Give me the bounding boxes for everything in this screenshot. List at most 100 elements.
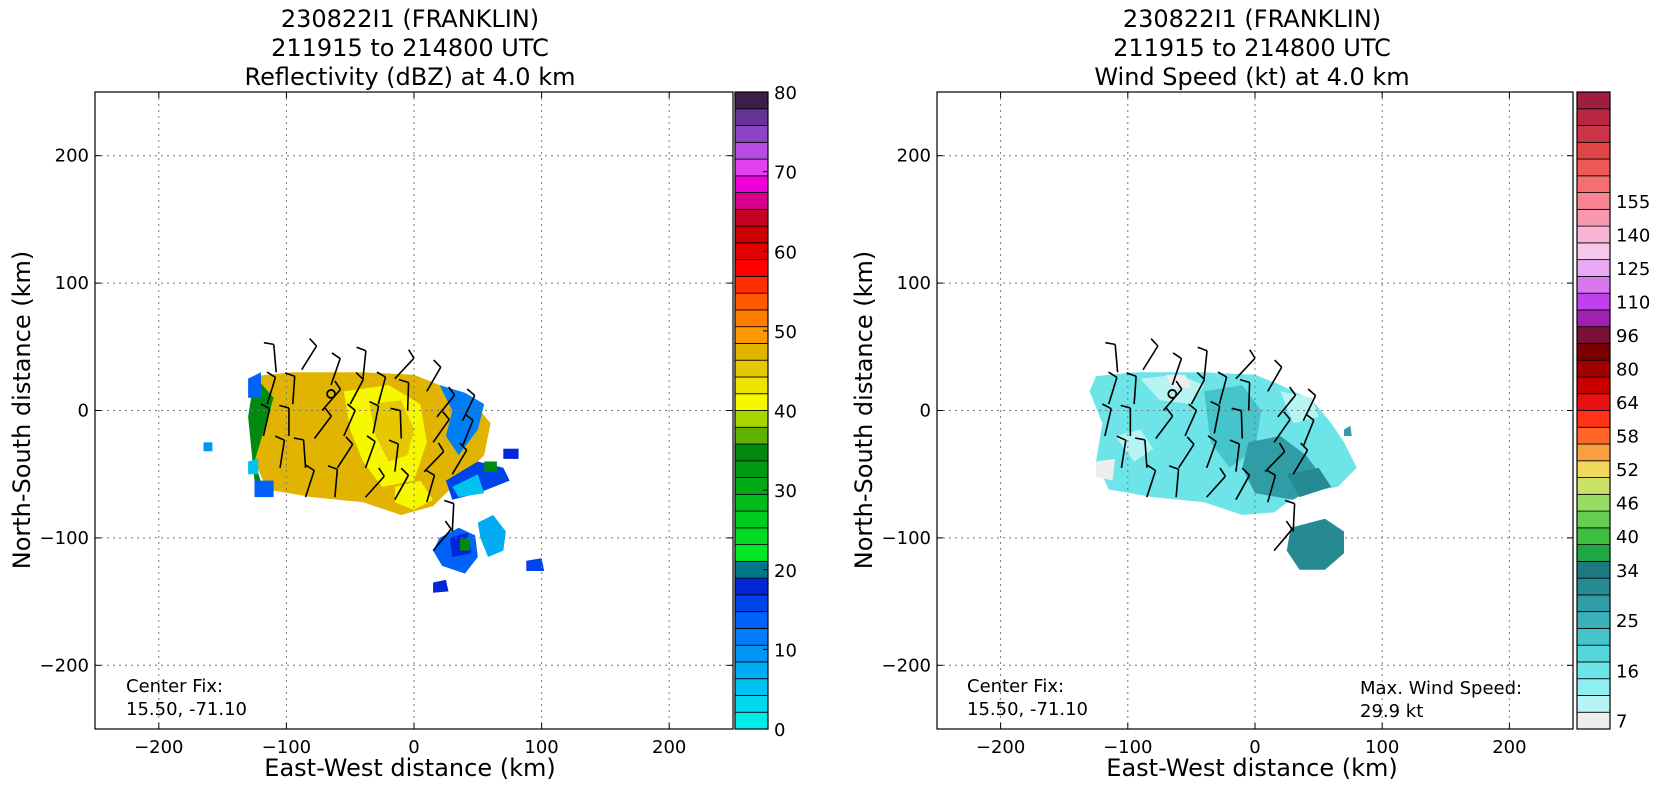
wind-barb bbox=[1107, 371, 1118, 405]
colorbar-bin bbox=[734, 275, 769, 294]
colorbar-bin bbox=[1576, 108, 1611, 126]
colorbar-bin bbox=[734, 460, 769, 478]
colorbar-bin bbox=[734, 544, 769, 562]
colorbar-bin bbox=[734, 510, 769, 529]
center-fix-value: 15.50, -71.10 bbox=[967, 699, 1088, 720]
barb-flag bbox=[433, 359, 442, 368]
colorbar-tick-label: 96 bbox=[1616, 326, 1639, 347]
barb-flag bbox=[266, 371, 276, 379]
wind-barb bbox=[1264, 442, 1286, 473]
barb-flag bbox=[1108, 371, 1118, 379]
wind-barb bbox=[451, 442, 468, 475]
barb-flag bbox=[1168, 465, 1179, 470]
colorbar-bin bbox=[1576, 644, 1611, 663]
barb-flag bbox=[443, 499, 454, 505]
barb-shaft bbox=[1206, 475, 1226, 498]
barb-flag bbox=[1186, 436, 1195, 445]
wind-barb bbox=[364, 435, 376, 469]
colorbar-bin bbox=[734, 611, 769, 629]
wind-barb bbox=[1302, 413, 1315, 447]
x-tick-label: −200 bbox=[976, 737, 1025, 758]
wind-barb bbox=[1235, 467, 1251, 501]
colorbar-bin bbox=[1576, 225, 1611, 244]
center-marker-icon bbox=[1167, 389, 1178, 399]
colorbar-bin bbox=[1576, 326, 1611, 344]
barb-flag bbox=[327, 465, 338, 470]
colorbar-tick-label: 40 bbox=[774, 402, 797, 423]
colorbar-bin bbox=[1576, 460, 1611, 478]
colorbar-bin bbox=[734, 711, 769, 730]
barb-shaft bbox=[1273, 528, 1293, 552]
barb-flag bbox=[437, 442, 445, 452]
colorbar-bin bbox=[734, 309, 769, 328]
colorbar-bin bbox=[1576, 661, 1611, 680]
barb-shaft bbox=[394, 443, 400, 472]
field-area-8 bbox=[1286, 467, 1332, 498]
barb-flag bbox=[1126, 372, 1137, 377]
colorbar-bin bbox=[734, 410, 769, 428]
chart-title-line-3: Reflectivity (dBZ) at 4.0 km bbox=[245, 63, 576, 91]
barb-shaft bbox=[1203, 350, 1208, 379]
barb-shaft bbox=[1292, 503, 1296, 532]
colorbar-tick-label: 0 bbox=[774, 720, 785, 741]
chart-title-line-1: 230822I1 (FRANKLIN) bbox=[281, 5, 539, 33]
barb-flag bbox=[1165, 407, 1174, 417]
barb-shaft bbox=[1171, 358, 1183, 386]
colorbar-tick-label: 125 bbox=[1616, 259, 1650, 280]
wind-barb bbox=[1126, 372, 1137, 405]
x-tick-label: −200 bbox=[134, 737, 183, 758]
barb-flag bbox=[1217, 371, 1228, 378]
barb-shaft bbox=[432, 528, 452, 552]
wind-barb bbox=[266, 371, 277, 405]
barb-shaft bbox=[262, 408, 271, 437]
colorbar-bin bbox=[734, 225, 769, 244]
x-tick-label: 200 bbox=[652, 737, 686, 758]
chart-title-line-2: 211915 to 214800 UTC bbox=[271, 34, 549, 62]
wind-barb bbox=[376, 371, 387, 405]
barb-flag bbox=[1305, 413, 1315, 421]
wind-barb bbox=[301, 338, 318, 371]
chart-title-line-3: Wind Speed (kt) at 4.0 km bbox=[1094, 63, 1409, 91]
colorbar-bin bbox=[734, 359, 769, 378]
barb-flag bbox=[1175, 380, 1183, 390]
colorbar-bin bbox=[1576, 527, 1611, 546]
barb-shaft bbox=[394, 357, 415, 380]
wind-barb bbox=[1105, 341, 1119, 373]
wind-barb bbox=[279, 404, 290, 436]
field-area-14 bbox=[203, 442, 213, 452]
colorbar-tick-label: 64 bbox=[1616, 393, 1639, 414]
barb-flag bbox=[1284, 499, 1295, 505]
barb-flag bbox=[1266, 469, 1276, 476]
x-axis-label: East-West distance (km) bbox=[264, 754, 555, 782]
barb-flag bbox=[345, 436, 354, 445]
barb-shaft bbox=[291, 376, 296, 405]
colorbar-bin bbox=[1576, 628, 1611, 646]
wind-barb bbox=[343, 403, 356, 437]
y-tick-label: 100 bbox=[897, 273, 931, 294]
barb-shaft bbox=[1146, 470, 1157, 498]
colorbar-bin bbox=[1576, 695, 1611, 713]
barb-flag bbox=[309, 338, 318, 347]
wind-barb bbox=[304, 464, 315, 498]
wind-barb bbox=[364, 467, 385, 498]
colorbar-bin bbox=[734, 326, 769, 344]
barb-shaft bbox=[399, 410, 403, 439]
colorbar-bin bbox=[1576, 678, 1611, 696]
wind-barb bbox=[1184, 403, 1198, 437]
field-area-16 bbox=[248, 458, 259, 475]
barb-shaft bbox=[364, 475, 385, 498]
colorbar-bin bbox=[734, 527, 769, 546]
wind-barb bbox=[1197, 346, 1208, 379]
colorbar-bin bbox=[734, 125, 769, 143]
barb-shaft bbox=[266, 377, 277, 405]
barb-shaft bbox=[313, 415, 332, 440]
wind-barb bbox=[1155, 407, 1174, 440]
barb-flag bbox=[1231, 407, 1242, 412]
barb-flag bbox=[355, 372, 364, 380]
colorbar-tick-label: 50 bbox=[774, 322, 797, 343]
barb-shaft bbox=[362, 350, 367, 379]
wind-barb bbox=[432, 520, 452, 552]
barb-flag bbox=[1285, 520, 1293, 530]
colorbar-bin bbox=[734, 477, 769, 495]
wind-barb bbox=[1178, 436, 1195, 469]
